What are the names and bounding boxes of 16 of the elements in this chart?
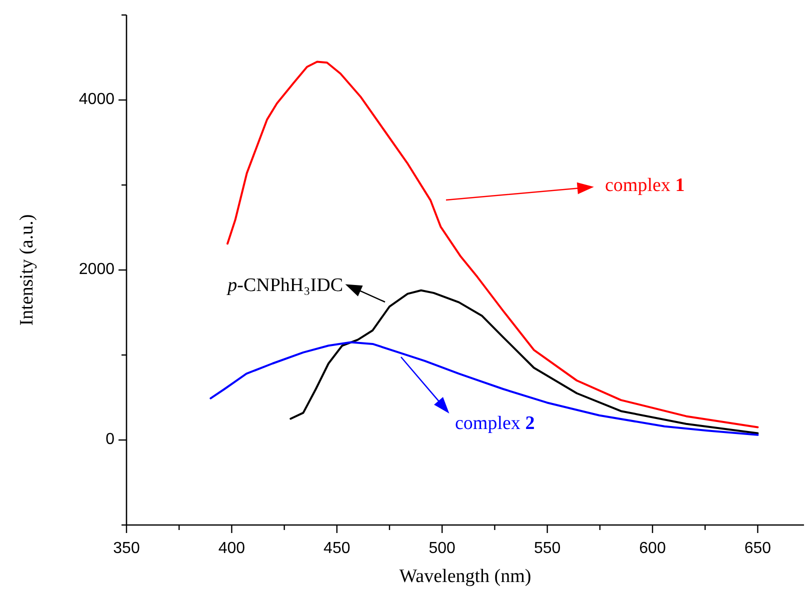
x-tick-label: 650: [744, 540, 772, 558]
x-tick-label: 450: [324, 540, 350, 558]
line-series: [210, 341, 759, 436]
annotation: complex 1: [605, 175, 685, 196]
y-tick-label: 0: [106, 431, 115, 448]
y-tick-label: 4000: [78, 91, 115, 108]
x-axis-title: Wavelength (nm): [399, 566, 532, 587]
x-tick-label: 500: [428, 540, 456, 558]
y-tick-label: 2000: [78, 261, 115, 278]
annotation: p-CNPhH₃IDC: [226, 275, 343, 296]
x-tick-label: 350: [113, 540, 140, 558]
annotation: complex 2: [455, 413, 535, 434]
x-tick-label: 550: [534, 540, 561, 558]
x-tick-label: 400: [218, 540, 246, 558]
x-tick-label: 600: [639, 540, 666, 558]
y-axis-title: Intensity (a.u.): [16, 214, 38, 326]
